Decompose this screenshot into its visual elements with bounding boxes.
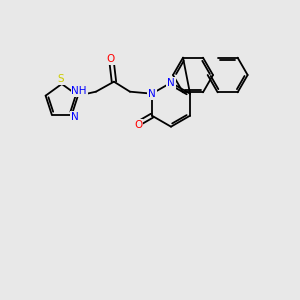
Text: O: O (107, 54, 115, 64)
Text: N: N (167, 78, 175, 88)
Text: S: S (58, 74, 64, 84)
Text: NH: NH (71, 86, 87, 96)
Text: N: N (148, 89, 156, 99)
Text: O: O (134, 120, 142, 130)
Text: N: N (71, 112, 79, 122)
